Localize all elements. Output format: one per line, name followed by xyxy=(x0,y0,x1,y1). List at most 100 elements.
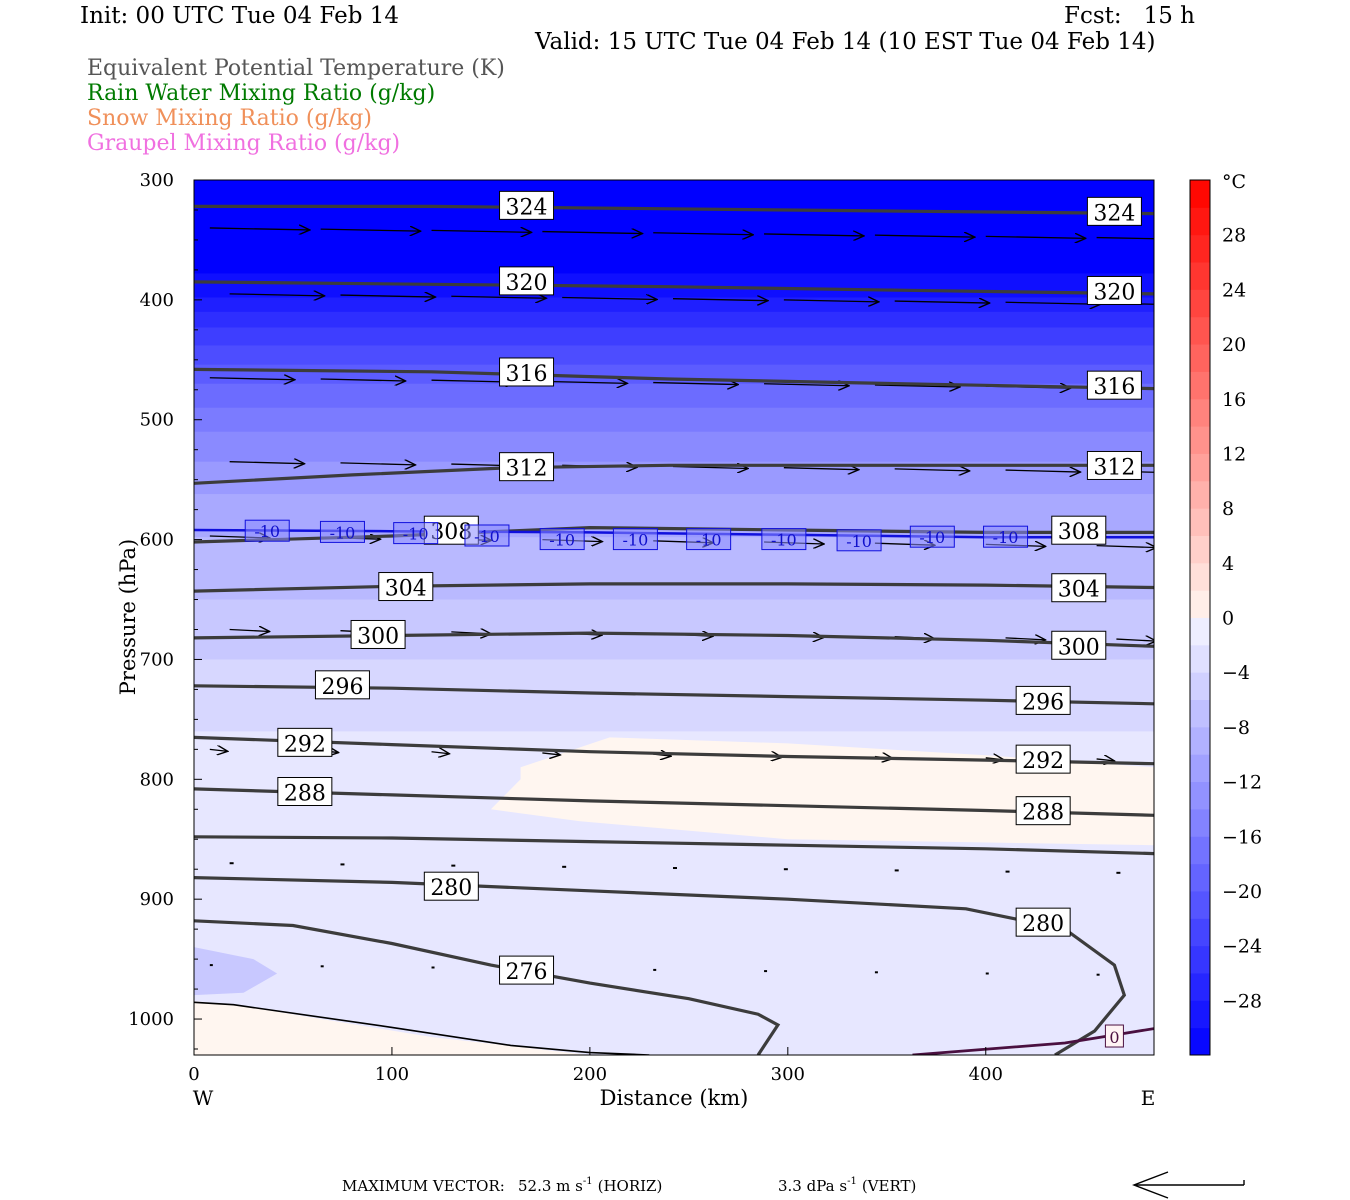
colorbar-frame xyxy=(1189,179,1211,1056)
colorbar-tick-label: 0 xyxy=(1222,608,1234,630)
wind-arrow xyxy=(1005,638,1046,640)
wind-arrow xyxy=(764,384,849,386)
wind-arrow xyxy=(229,629,270,631)
y-axis-title: Pressure (hPa) xyxy=(116,539,140,695)
isotherm-label: -10 xyxy=(919,528,945,547)
wind-arrow xyxy=(542,381,627,383)
x-tick-label: 400 xyxy=(969,1064,1003,1085)
isotherm-label-box xyxy=(909,525,955,548)
max-vector-label: MAXIMUM VECTOR: xyxy=(342,1177,505,1195)
colorbar-swatch xyxy=(1190,1000,1210,1029)
wind-arrow xyxy=(653,233,753,235)
wind-arrow xyxy=(1005,470,1081,472)
colorbar-swatch xyxy=(1190,480,1210,509)
plot-frame xyxy=(193,179,1155,1056)
theta-e-line-312 xyxy=(194,463,1154,485)
theta-e-label: 312 xyxy=(1093,455,1135,480)
isotherm-label: -10 xyxy=(771,531,797,550)
colorbar: 28 24 20 16 12 8 4 0 −4 −8 −12 −16 −20 −24 −28 xyxy=(1189,179,1262,1056)
theta-e-label-box xyxy=(1015,796,1071,826)
legend-snow: Snow Mixing Ratio (g/kg) xyxy=(87,106,372,131)
theta-e-label: 304 xyxy=(385,577,427,602)
theta-e-label-box xyxy=(277,777,333,806)
isotherm-label: -10 xyxy=(846,532,872,551)
wind-arrow xyxy=(672,299,768,301)
isotherm-label-box xyxy=(983,525,1029,548)
isotherm-label: -10 xyxy=(696,531,722,550)
theta-e-label: 300 xyxy=(357,624,399,649)
wind-arrow xyxy=(320,229,421,231)
colorbar-swatch xyxy=(1190,180,1210,208)
colorbar-tick-label: 8 xyxy=(1222,498,1234,520)
theta-e-label: 296 xyxy=(1022,690,1064,715)
wind-arrow xyxy=(542,232,642,234)
wind-arrow xyxy=(229,462,305,464)
theta-e-line-320 xyxy=(194,280,1154,296)
temp-band xyxy=(194,431,1154,463)
wind-arrow xyxy=(894,301,990,303)
colorbar-swatch xyxy=(1190,972,1210,1001)
colorbar-swatch xyxy=(1190,234,1210,263)
wind-arrow xyxy=(783,300,879,302)
wind-arrow xyxy=(1005,302,1101,304)
theta-e-label: 288 xyxy=(1022,801,1064,826)
init-time: Init: 00 UTC Tue 04 Feb 14 xyxy=(80,3,400,29)
theta-e-label-box xyxy=(350,619,406,649)
theta-e-label-box xyxy=(314,670,370,700)
theta-e-label: 288 xyxy=(284,782,326,807)
wind-arrow xyxy=(562,297,657,299)
isotherm-zero-line xyxy=(912,1027,1154,1055)
isotherm-label: -10 xyxy=(549,531,575,550)
temp-band xyxy=(194,364,1154,385)
warm-pocket xyxy=(490,737,1154,846)
theta-e-label-box xyxy=(1015,685,1071,715)
theta-e-line-324 xyxy=(194,204,1154,216)
theta-e-label: 296 xyxy=(321,675,363,700)
colorbar-swatch xyxy=(1190,617,1210,646)
theta-e-label-box xyxy=(423,871,479,901)
temp-band xyxy=(194,599,1154,661)
colorbar-swatch xyxy=(1190,945,1210,974)
theta-e-label: 280 xyxy=(1022,912,1064,937)
wind-arrow xyxy=(340,463,415,465)
isotherm-label-box xyxy=(464,524,510,547)
wind-arrow xyxy=(764,234,864,236)
isotherm-label-box xyxy=(539,528,585,551)
colorbar-swatch xyxy=(1190,590,1210,618)
wind-arrow xyxy=(1116,639,1154,641)
theta-e-label-box xyxy=(1051,630,1107,660)
theta-e-label: 324 xyxy=(506,195,548,220)
temperature-fill xyxy=(194,180,1154,1055)
theta-e-label: 276 xyxy=(506,960,548,985)
theta-e-label: 324 xyxy=(1093,201,1135,226)
colorbar-tick-label: 20 xyxy=(1222,334,1246,356)
theta-e-label: 280 xyxy=(430,876,472,901)
colorbar-tick-label: 24 xyxy=(1222,279,1246,301)
isotherm-label: -10 xyxy=(403,525,429,544)
x-tick-label: 300 xyxy=(771,1064,805,1085)
colorbar-swatch xyxy=(1190,453,1210,482)
colorbar-swatch xyxy=(1190,754,1210,783)
temp-band xyxy=(194,180,1154,275)
y-tick-label: 400 xyxy=(140,290,174,311)
temp-band xyxy=(194,407,1154,433)
forecast-hour: Fcst: 15 h xyxy=(1064,3,1195,29)
x-tick-label: 200 xyxy=(573,1064,607,1085)
theta-e-label-box xyxy=(277,727,333,757)
x-tick-label: 0 xyxy=(188,1064,199,1085)
theta-e-line-280 xyxy=(194,876,1127,1055)
colorbar-tick-label: 4 xyxy=(1222,553,1234,575)
temp-band xyxy=(194,383,1154,409)
theta-e-label-box xyxy=(1051,515,1107,545)
theta-e-label-box xyxy=(499,266,555,296)
y-tick-label: 600 xyxy=(140,530,174,551)
colorbar-tick-label: −24 xyxy=(1222,936,1262,958)
theta-e-label-box xyxy=(1086,450,1142,480)
wind-arrow xyxy=(783,468,859,470)
theta-e-label-box xyxy=(499,452,555,482)
wind-arrow xyxy=(1096,546,1154,548)
colorbar-swatch xyxy=(1190,371,1210,400)
theta-e-label-box xyxy=(499,955,555,985)
wind-arrow xyxy=(431,752,450,754)
